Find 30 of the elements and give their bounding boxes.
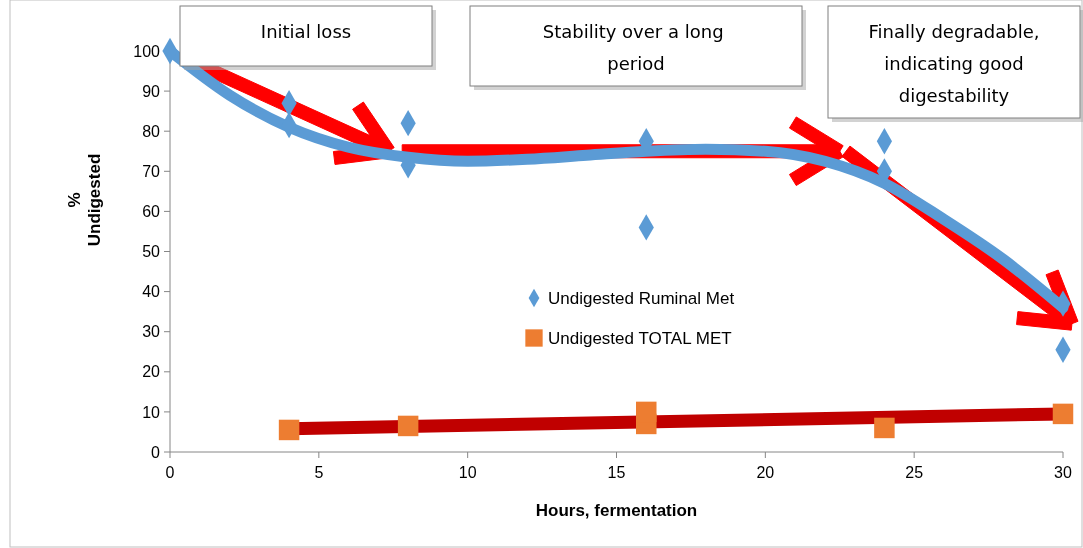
y-tick-label: 70 (142, 162, 161, 180)
y-tick-label: 20 (142, 363, 161, 381)
point (874, 417, 895, 439)
point (636, 401, 657, 423)
annotation: Finally degradable, indicating good digestability (868, 21, 1040, 106)
y-tick-label: 40 (142, 283, 161, 301)
x-tick-label: 20 (756, 464, 775, 481)
x-tick-label: 10 (458, 464, 477, 481)
y-tick-label: 90 (142, 82, 161, 100)
x-tick-label: 15 (607, 464, 626, 481)
legend-label: Undigested Ruminal Met (548, 288, 735, 308)
y-axis-title: % Undigested (65, 153, 104, 247)
x-tick-label: 0 (165, 464, 175, 481)
x-tick-label: 25 (905, 464, 924, 481)
y-tick-label: 60 (142, 203, 161, 220)
point (278, 419, 300, 441)
text: Initial loss (260, 21, 352, 42)
y-tick-label: 30 (142, 323, 161, 341)
y-tick-label: 100 (133, 42, 161, 60)
y-tick-label: 10 (142, 403, 161, 421)
x-axis-title: Hours, fermentation (535, 501, 698, 520)
y-tick-label: 0 (151, 443, 161, 461)
x-tick-label: 5 (314, 464, 324, 481)
annotation: Stability over a long period (542, 21, 730, 74)
y-tick-label: 80 (142, 122, 161, 140)
point (1052, 403, 1074, 425)
x-tick-label: 30 (1054, 464, 1072, 481)
point (397, 415, 419, 437)
y-tick-label: 50 (142, 243, 161, 261)
legend-label: Undigested TOTAL MET (548, 328, 732, 348)
